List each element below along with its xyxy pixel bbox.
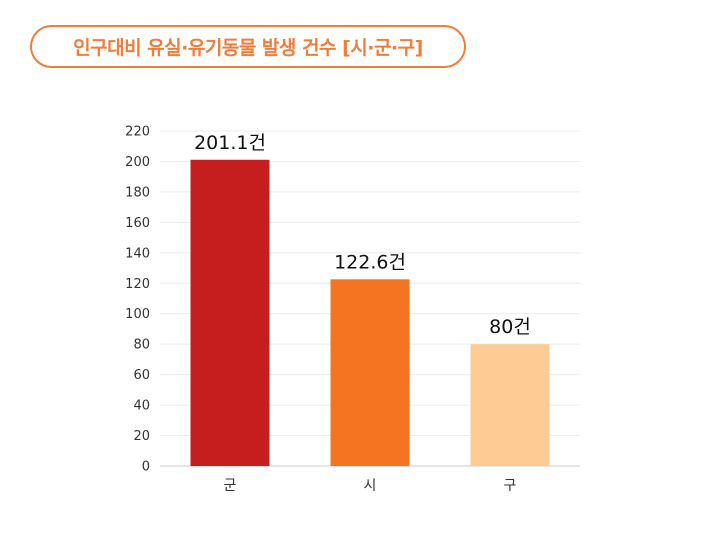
x-category-label: 군 bbox=[224, 478, 237, 494]
chart-title: 인구대비 유실·유기동물 발생 건수 [시·군·구] bbox=[30, 25, 466, 68]
data-label: 201.1건 bbox=[194, 132, 266, 154]
y-tick-label: 0 bbox=[142, 460, 150, 475]
y-tick-label: 180 bbox=[125, 185, 150, 200]
y-tick-label: 220 bbox=[125, 125, 150, 140]
bar-1 bbox=[190, 159, 270, 466]
data-label: 80건 bbox=[489, 316, 531, 338]
y-tick-label: 160 bbox=[125, 216, 150, 231]
x-category-label: 시 bbox=[364, 478, 377, 494]
bar-2 bbox=[330, 279, 410, 466]
bar-3 bbox=[470, 344, 550, 466]
data-label: 122.6건 bbox=[334, 251, 406, 273]
y-tick-label: 20 bbox=[133, 429, 150, 444]
y-tick-label: 80 bbox=[133, 338, 150, 353]
y-tick-label: 100 bbox=[125, 307, 150, 322]
bars: 201.1건 122.6건 80건 bbox=[190, 132, 550, 466]
y-tick-label: 200 bbox=[125, 155, 150, 170]
y-tick-label: 60 bbox=[133, 368, 150, 383]
y-axis-ticks: 0 20 40 60 80 100 120 140 160 180 200 220 bbox=[125, 125, 150, 475]
y-tick-label: 120 bbox=[125, 277, 150, 292]
y-tick-label: 140 bbox=[125, 246, 150, 261]
x-category-label: 구 bbox=[504, 478, 517, 494]
y-tick-label: 40 bbox=[133, 399, 150, 414]
